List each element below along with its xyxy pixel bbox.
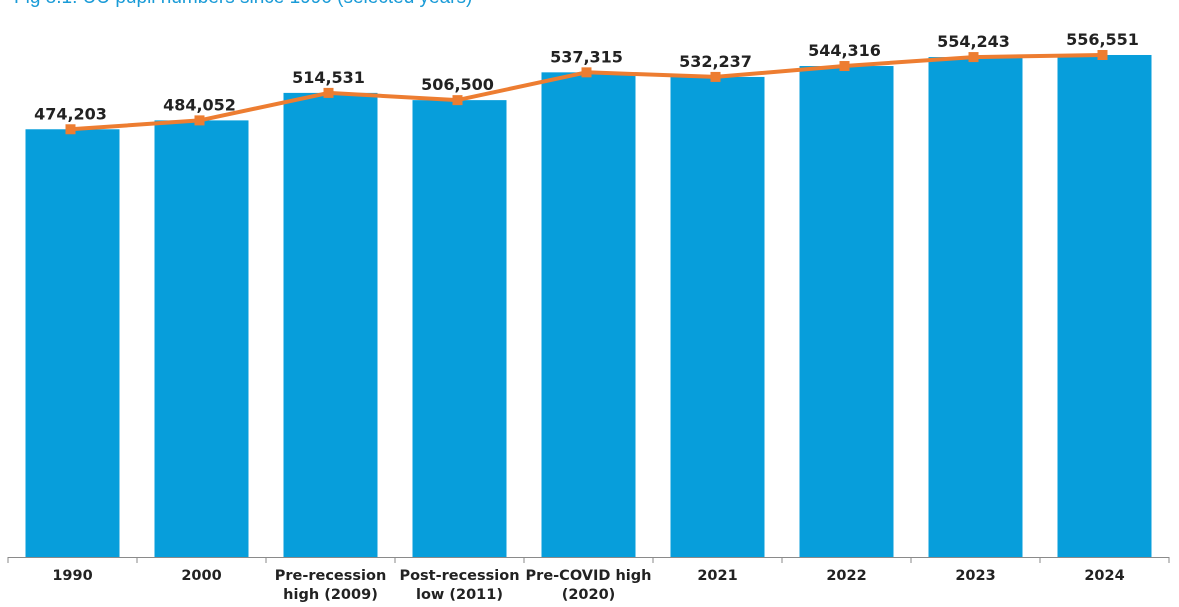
chart-title: Fig 8.1: UU pupil numbers since 1990 (se… <box>14 0 472 9</box>
data-label: 532,237 <box>679 52 752 71</box>
category-label: high (2009) <box>283 587 378 603</box>
category-label: 2000 <box>181 568 221 584</box>
bar <box>799 66 894 557</box>
line-marker <box>710 71 721 82</box>
data-labels-group: 474,203 484,052 514,531 506,500 537,315 532,2… <box>34 30 1139 123</box>
category-label: 2022 <box>826 568 866 584</box>
category-label: Pre-COVID high <box>526 568 652 584</box>
line-marker <box>323 87 334 98</box>
bar <box>928 57 1023 557</box>
data-label: 514,531 <box>292 68 365 87</box>
bar <box>670 76 765 557</box>
data-label: 544,316 <box>808 41 881 60</box>
line-marker <box>452 95 463 106</box>
line-marker <box>968 52 979 63</box>
data-label: 537,315 <box>550 47 623 66</box>
data-label: 554,243 <box>937 32 1010 51</box>
bar <box>1057 54 1152 557</box>
category-label: low (2011) <box>416 587 503 603</box>
line-marker <box>839 61 850 72</box>
line-marker <box>581 67 592 78</box>
data-label: 474,203 <box>34 104 107 123</box>
data-label: 556,551 <box>1066 30 1139 49</box>
line-marker <box>1097 49 1108 60</box>
category-label: Post-recession <box>399 568 519 584</box>
data-label: 506,500 <box>421 75 494 94</box>
bars-group <box>25 54 1152 558</box>
line-series-group <box>65 49 1108 135</box>
category-label: 1990 <box>52 568 92 584</box>
bar <box>154 120 249 557</box>
bar <box>25 129 120 557</box>
category-label: 2024 <box>1084 568 1124 584</box>
category-label: Pre-recession <box>275 568 387 584</box>
x-axis-group: 1990 2000 Pre-recession high (2009) Post-rec… <box>7 557 1170 603</box>
data-label: 484,052 <box>163 95 236 114</box>
category-label: (2020) <box>562 587 616 603</box>
bar <box>283 92 378 557</box>
category-label: 2023 <box>955 568 995 584</box>
bar <box>412 100 507 558</box>
category-label: 2021 <box>697 568 737 584</box>
line-marker <box>65 124 76 135</box>
bar <box>541 72 636 558</box>
line-marker <box>194 115 205 126</box>
